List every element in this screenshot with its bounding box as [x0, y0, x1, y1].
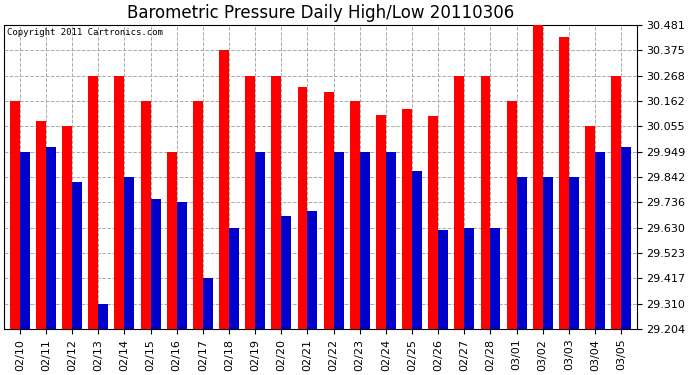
- Text: Copyright 2011 Cartronics.com: Copyright 2011 Cartronics.com: [8, 28, 164, 37]
- Bar: [297, 87, 308, 329]
- Bar: [333, 152, 344, 329]
- Bar: [245, 76, 255, 329]
- Bar: [350, 101, 359, 329]
- Bar: [88, 76, 98, 329]
- Bar: [150, 199, 161, 329]
- Bar: [177, 202, 187, 329]
- Bar: [517, 177, 526, 329]
- Bar: [611, 76, 621, 329]
- Bar: [219, 50, 229, 329]
- Bar: [595, 152, 605, 329]
- Bar: [324, 92, 333, 329]
- Bar: [308, 211, 317, 329]
- Bar: [282, 216, 291, 329]
- Bar: [506, 101, 517, 329]
- Bar: [491, 228, 500, 329]
- Bar: [543, 177, 553, 329]
- Bar: [386, 152, 396, 329]
- Bar: [98, 304, 108, 329]
- Bar: [203, 278, 213, 329]
- Bar: [376, 115, 386, 329]
- Bar: [438, 230, 448, 329]
- Bar: [621, 147, 631, 329]
- Bar: [455, 76, 464, 329]
- Bar: [271, 76, 282, 329]
- Bar: [36, 120, 46, 329]
- Bar: [255, 152, 265, 329]
- Bar: [569, 177, 579, 329]
- Bar: [480, 76, 491, 329]
- Bar: [20, 152, 30, 329]
- Bar: [533, 25, 543, 329]
- Bar: [464, 228, 474, 329]
- Title: Barometric Pressure Daily High/Low 20110306: Barometric Pressure Daily High/Low 20110…: [127, 4, 514, 22]
- Bar: [115, 76, 124, 329]
- Bar: [412, 171, 422, 329]
- Bar: [559, 37, 569, 329]
- Bar: [46, 147, 56, 329]
- Bar: [141, 101, 150, 329]
- Bar: [229, 228, 239, 329]
- Bar: [72, 182, 82, 329]
- Bar: [359, 152, 370, 329]
- Bar: [62, 126, 72, 329]
- Bar: [167, 152, 177, 329]
- Bar: [402, 109, 412, 329]
- Bar: [193, 101, 203, 329]
- Bar: [10, 101, 20, 329]
- Bar: [124, 177, 135, 329]
- Bar: [585, 126, 595, 329]
- Bar: [428, 116, 438, 329]
